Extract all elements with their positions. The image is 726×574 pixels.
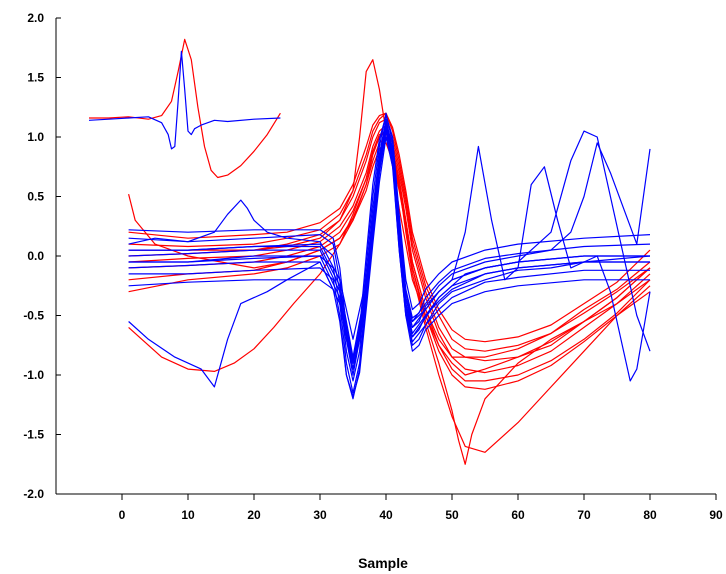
- x-tick-label: 60: [511, 508, 525, 522]
- y-tick-label: 1.5: [27, 71, 44, 85]
- y-tick-label: -1.0: [23, 368, 44, 382]
- x-tick-label: 90: [709, 508, 723, 522]
- x-tick-label: 40: [379, 508, 393, 522]
- y-axis-ticks: -2.0 -1.5 -1.0 -0.5 0.0 0.5 1.0 1.5 2.0: [23, 11, 61, 501]
- y-tick-label: 1.0: [27, 130, 44, 144]
- y-tick-label: -2.0: [23, 487, 44, 501]
- x-axis-ticks: 0 10 20 30 40 50 60 70 80 90: [119, 494, 723, 522]
- y-tick-label: 0.0: [27, 249, 44, 263]
- red-trace: [128, 130, 651, 382]
- blue-trace: [128, 130, 651, 382]
- x-tick-label: 80: [643, 508, 657, 522]
- blue-trace: [128, 112, 651, 370]
- trace-lines: [88, 38, 651, 465]
- x-tick-label: 70: [577, 508, 591, 522]
- red-trace: [89, 38, 281, 179]
- red-trace: [128, 130, 651, 453]
- y-tick-label: -1.5: [23, 428, 44, 442]
- y-tick-label: 0.5: [27, 190, 44, 204]
- y-tick-label: 2.0: [27, 11, 44, 25]
- x-tick-label: 10: [181, 508, 195, 522]
- blue-trace: [88, 50, 281, 150]
- x-tick-label: 20: [247, 508, 261, 522]
- blue-trace: [128, 136, 650, 397]
- x-tick-label: 50: [445, 508, 459, 522]
- x-axis-title: Sample: [358, 555, 408, 571]
- x-tick-label: 30: [313, 508, 327, 522]
- blue-trace: [128, 114, 651, 362]
- blue-trace: [128, 126, 651, 370]
- blue-trace: [128, 124, 651, 364]
- red-trace: [128, 112, 651, 343]
- red-trace: [128, 142, 651, 465]
- y-tick-label: -0.5: [23, 309, 44, 323]
- red-trace: [128, 130, 651, 372]
- x-tick-label: 0: [119, 508, 126, 522]
- blue-trace: [128, 122, 651, 358]
